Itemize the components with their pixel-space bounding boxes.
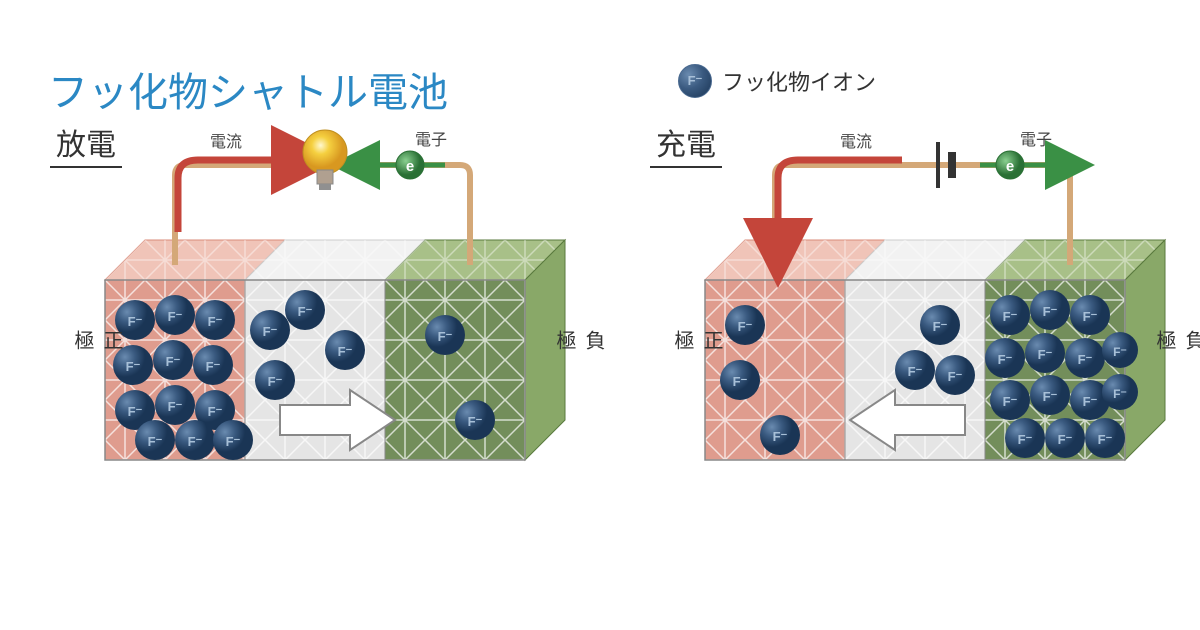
svg-text:F⁻: F⁻ (1113, 387, 1127, 401)
svg-text:F⁻: F⁻ (1018, 432, 1033, 447)
battery-cell: F⁻ F⁻ F⁻ F⁻ F⁻ F⁻ F⁻ F⁻ F⁻ F⁻ F⁻ F⁻ F⁻ F… (105, 240, 565, 460)
fluoride-ion-icon: F⁻ (678, 64, 712, 98)
electron-symbol: e (406, 158, 414, 175)
svg-text:F⁻: F⁻ (208, 314, 223, 329)
lightbulb-icon (303, 130, 347, 190)
svg-text:F⁻: F⁻ (998, 352, 1013, 367)
svg-text:F⁻: F⁻ (126, 359, 141, 374)
svg-text:F⁻: F⁻ (948, 369, 963, 384)
svg-text:F⁻: F⁻ (128, 404, 143, 419)
svg-text:F⁻: F⁻ (468, 414, 483, 429)
discharge-panel: 放電 (50, 120, 580, 176)
svg-text:F⁻: F⁻ (1003, 309, 1018, 324)
positive-electrode-label: 正極 (668, 330, 726, 362)
main-title: フッ化物シャトル電池 (48, 60, 448, 118)
svg-text:F⁻: F⁻ (908, 364, 923, 379)
svg-text:F⁻: F⁻ (338, 344, 353, 359)
svg-text:F⁻: F⁻ (263, 324, 278, 339)
svg-text:F⁻: F⁻ (166, 354, 181, 369)
charge-diagram: F⁻ F⁻ F⁻ F⁻ F⁻ F⁻ F⁻ F⁻ F⁻ F⁻ F⁻ F⁻ F⁻ F… (650, 120, 1180, 540)
legend: F⁻ フッ化物イオン (678, 64, 876, 98)
svg-text:F⁻: F⁻ (1003, 394, 1018, 409)
svg-text:F⁻: F⁻ (733, 374, 748, 389)
battery-cell: F⁻ F⁻ F⁻ F⁻ F⁻ F⁻ F⁻ F⁻ F⁻ F⁻ F⁻ F⁻ F⁻ F… (705, 240, 1165, 460)
positive-electrode-label: 正極 (68, 330, 126, 362)
svg-text:F⁻: F⁻ (1078, 352, 1093, 367)
svg-text:F⁻: F⁻ (168, 309, 183, 324)
svg-text:F⁻: F⁻ (226, 434, 241, 449)
svg-text:F⁻: F⁻ (773, 429, 788, 444)
negative-electrode-label: 負極 (1150, 330, 1200, 362)
electron-symbol: e (1006, 158, 1014, 175)
charge-panel: 充電 F⁻ F⁻ F⁻ F⁻ F⁻ (650, 120, 1180, 176)
current-label: 電流 (840, 128, 872, 152)
svg-text:F⁻: F⁻ (1058, 432, 1073, 447)
electron-label: 電子 (415, 126, 447, 150)
svg-text:F⁻: F⁻ (933, 319, 948, 334)
svg-text:F⁻: F⁻ (148, 434, 163, 449)
svg-text:F⁻: F⁻ (298, 304, 313, 319)
legend-label: フッ化物イオン (722, 65, 876, 97)
svg-text:F⁻: F⁻ (1043, 304, 1058, 319)
svg-text:F⁻: F⁻ (1083, 394, 1098, 409)
svg-text:F⁻: F⁻ (208, 404, 223, 419)
svg-text:F⁻: F⁻ (438, 329, 453, 344)
svg-text:F⁻: F⁻ (168, 399, 183, 414)
negative-electrode-label: 負極 (550, 330, 608, 362)
svg-text:F⁻: F⁻ (1043, 389, 1058, 404)
svg-text:F⁻: F⁻ (206, 359, 221, 374)
svg-text:F⁻: F⁻ (1113, 345, 1127, 359)
svg-text:F⁻: F⁻ (128, 314, 143, 329)
discharge-diagram: F⁻ F⁻ F⁻ F⁻ F⁻ F⁻ F⁻ F⁻ F⁻ F⁻ F⁻ F⁻ F⁻ F… (50, 120, 580, 540)
current-label: 電流 (210, 128, 242, 152)
svg-text:F⁻: F⁻ (1038, 347, 1053, 362)
ion-symbol: F⁻ (688, 73, 703, 89)
svg-text:F⁻: F⁻ (268, 374, 283, 389)
svg-text:F⁻: F⁻ (1083, 309, 1098, 324)
svg-text:F⁻: F⁻ (1098, 432, 1113, 447)
svg-text:F⁻: F⁻ (188, 434, 203, 449)
electron-label: 電子 (1020, 126, 1052, 150)
svg-text:F⁻: F⁻ (738, 319, 753, 334)
